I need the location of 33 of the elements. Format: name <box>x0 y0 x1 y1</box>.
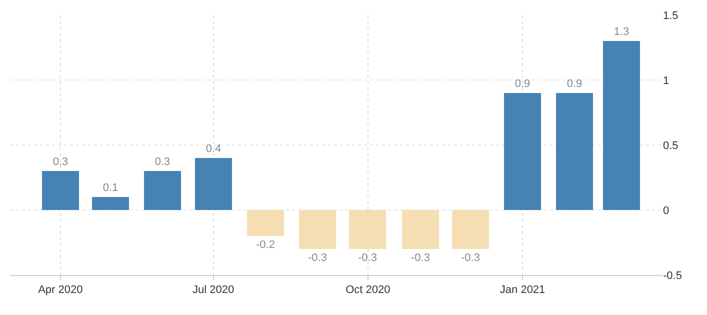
bar <box>42 171 79 210</box>
bar <box>247 210 284 236</box>
bar <box>452 210 489 249</box>
bar <box>402 210 439 249</box>
x-tick-label: Apr 2020 <box>38 284 83 296</box>
bar <box>556 93 593 210</box>
y-tick-label: 1 <box>663 74 670 87</box>
x-tick-label: Jul 2020 <box>192 284 234 296</box>
data-label: 0.9 <box>566 78 582 90</box>
data-label: -0.3 <box>411 252 430 264</box>
data-label: 0.4 <box>206 143 222 155</box>
y-tick-label: 0.5 <box>663 140 678 152</box>
y-tick-label: 1.5 <box>663 10 678 22</box>
bar <box>299 210 336 249</box>
y-tick-label: 0 <box>663 204 670 217</box>
bar <box>603 41 640 210</box>
data-label: 0.3 <box>154 156 170 168</box>
data-label: 0.3 <box>52 156 68 168</box>
data-label: -0.2 <box>256 239 275 251</box>
bar <box>144 171 181 210</box>
data-label: 1.3 <box>614 26 630 38</box>
data-label: 0.9 <box>514 78 530 90</box>
y-tick-label: -0.5 <box>663 270 682 282</box>
data-label: -0.3 <box>358 252 377 264</box>
data-label: 0.1 <box>102 182 118 194</box>
x-tick-label: Jan 2021 <box>500 284 546 296</box>
bar <box>349 210 386 249</box>
bar <box>195 158 232 210</box>
data-label: -0.3 <box>308 252 327 264</box>
bar <box>92 197 129 210</box>
bar <box>504 93 541 210</box>
x-tick-label: Oct 2020 <box>346 284 390 296</box>
data-label: -0.3 <box>461 252 480 264</box>
